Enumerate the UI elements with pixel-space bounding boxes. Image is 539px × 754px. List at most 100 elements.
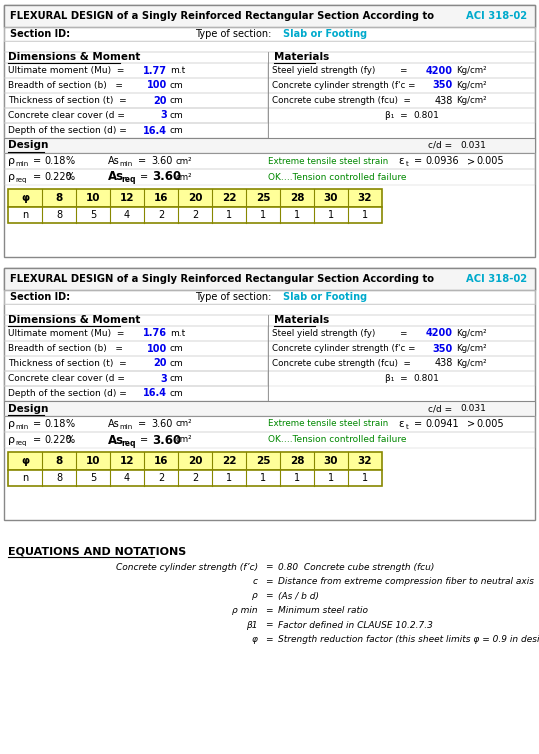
Text: 20: 20: [154, 96, 167, 106]
Text: 0.005: 0.005: [476, 156, 503, 166]
Bar: [4, 315, 535, 326]
Text: Slab or Footing: Slab or Footing: [283, 29, 367, 39]
Text: 1: 1: [226, 210, 232, 220]
Text: Dimensions & Moment: Dimensions & Moment: [8, 52, 140, 62]
Text: n: n: [22, 473, 28, 483]
Text: Strength reduction factor (this sheet limits φ = 0.9 in design): Strength reduction factor (this sheet li…: [278, 635, 539, 644]
Text: φ: φ: [21, 456, 29, 466]
Text: 100: 100: [147, 344, 167, 354]
Text: Concrete cube strength (fcu)  =: Concrete cube strength (fcu) =: [272, 96, 411, 105]
Text: 0.801: 0.801: [413, 374, 439, 383]
Text: 20: 20: [154, 358, 167, 369]
Text: 20: 20: [188, 193, 202, 203]
Text: cm: cm: [170, 81, 184, 90]
Text: 3.60: 3.60: [152, 434, 181, 446]
Bar: [4, 371, 268, 386]
Text: 350: 350: [433, 81, 453, 90]
Text: 25: 25: [255, 456, 270, 466]
Text: 1: 1: [260, 210, 266, 220]
Bar: [4, 52, 535, 63]
Text: t: t: [406, 424, 409, 430]
Text: c: c: [253, 577, 258, 586]
Text: FLEXURAL DESIGN of a Singly Reinforced Rectangular Section According to: FLEXURAL DESIGN of a Singly Reinforced R…: [10, 11, 438, 21]
Bar: [4, 268, 535, 520]
Text: c/d =: c/d =: [428, 141, 452, 150]
Text: Concrete cube strength (fcu)  =: Concrete cube strength (fcu) =: [272, 359, 411, 368]
Text: ε: ε: [398, 156, 404, 166]
Text: >: >: [467, 419, 475, 429]
Text: Steel yield strength (fy)         =: Steel yield strength (fy) =: [272, 329, 407, 338]
Text: Type of section:: Type of section:: [195, 292, 271, 302]
Text: Type of section:: Type of section:: [195, 29, 271, 39]
Text: 1.77: 1.77: [143, 66, 167, 75]
Text: 4: 4: [124, 210, 130, 220]
Text: 0.0936: 0.0936: [425, 156, 459, 166]
Text: 32: 32: [358, 193, 372, 203]
Text: Thickness of section (t)  =: Thickness of section (t) =: [8, 96, 127, 105]
Text: Section ID:: Section ID:: [10, 292, 70, 302]
Bar: [4, 304, 535, 315]
Bar: [8, 452, 382, 470]
Text: 0.005: 0.005: [476, 419, 503, 429]
Text: =: =: [265, 562, 273, 572]
Text: 350: 350: [433, 344, 453, 354]
Text: EQUATIONS AND NOTATIONS: EQUATIONS AND NOTATIONS: [8, 546, 186, 556]
Text: 0.80  Concrete cube strength (fcu): 0.80 Concrete cube strength (fcu): [278, 562, 434, 572]
Text: 12: 12: [120, 456, 134, 466]
Bar: [4, 108, 268, 123]
Text: Kg/cm²: Kg/cm²: [456, 66, 487, 75]
Bar: [4, 401, 535, 416]
Text: Breadth of section (b)   =: Breadth of section (b) =: [8, 344, 123, 353]
Text: 1: 1: [362, 473, 368, 483]
Bar: [8, 470, 382, 486]
Text: 16.4: 16.4: [143, 125, 167, 136]
Text: 2: 2: [158, 210, 164, 220]
Text: Depth of the section (d) =: Depth of the section (d) =: [8, 389, 127, 398]
Text: =: =: [414, 419, 422, 429]
Bar: [4, 93, 268, 108]
Text: ρ: ρ: [8, 172, 15, 182]
Text: =: =: [140, 172, 148, 182]
Text: =: =: [33, 172, 41, 182]
Text: 5: 5: [90, 473, 96, 483]
Text: Extreme tensile steel strain: Extreme tensile steel strain: [268, 419, 388, 428]
Text: Ultimate moment (Mu)  =: Ultimate moment (Mu) =: [8, 66, 125, 75]
Text: Materials: Materials: [274, 315, 329, 325]
Bar: [4, 123, 268, 138]
Text: min: min: [15, 424, 28, 430]
Text: Concrete cylinder strength (f'c =: Concrete cylinder strength (f'c =: [272, 344, 416, 353]
Text: 1: 1: [328, 473, 334, 483]
Bar: [268, 326, 535, 341]
Text: φ: φ: [252, 635, 258, 644]
Text: =: =: [265, 635, 273, 644]
Text: 16: 16: [154, 193, 168, 203]
Text: ρ: ρ: [8, 419, 15, 429]
Text: 0.220: 0.220: [44, 435, 72, 445]
Text: 8: 8: [56, 456, 63, 466]
Text: φ: φ: [21, 193, 29, 203]
Bar: [4, 432, 535, 448]
Text: As: As: [108, 419, 120, 429]
Text: 4200: 4200: [426, 66, 453, 75]
Text: min: min: [119, 424, 132, 430]
Text: Thickness of section (t)  =: Thickness of section (t) =: [8, 359, 127, 368]
Text: 4: 4: [124, 473, 130, 483]
Text: ρ: ρ: [252, 591, 258, 600]
Text: 5: 5: [90, 210, 96, 220]
Text: %: %: [65, 419, 74, 429]
Text: =: =: [138, 156, 146, 166]
Text: Steel yield strength (fy)         =: Steel yield strength (fy) =: [272, 66, 407, 75]
Text: =: =: [33, 156, 41, 166]
Text: 0.031: 0.031: [460, 141, 486, 150]
Bar: [268, 63, 535, 78]
Text: req: req: [15, 440, 26, 446]
Text: cm: cm: [170, 344, 184, 353]
Text: 16.4: 16.4: [143, 388, 167, 399]
Bar: [4, 138, 535, 153]
Text: 28: 28: [290, 193, 304, 203]
Text: 8: 8: [56, 473, 62, 483]
Bar: [4, 108, 268, 123]
Text: cm: cm: [170, 389, 184, 398]
Text: ρ: ρ: [8, 156, 15, 166]
Text: As: As: [108, 434, 124, 446]
